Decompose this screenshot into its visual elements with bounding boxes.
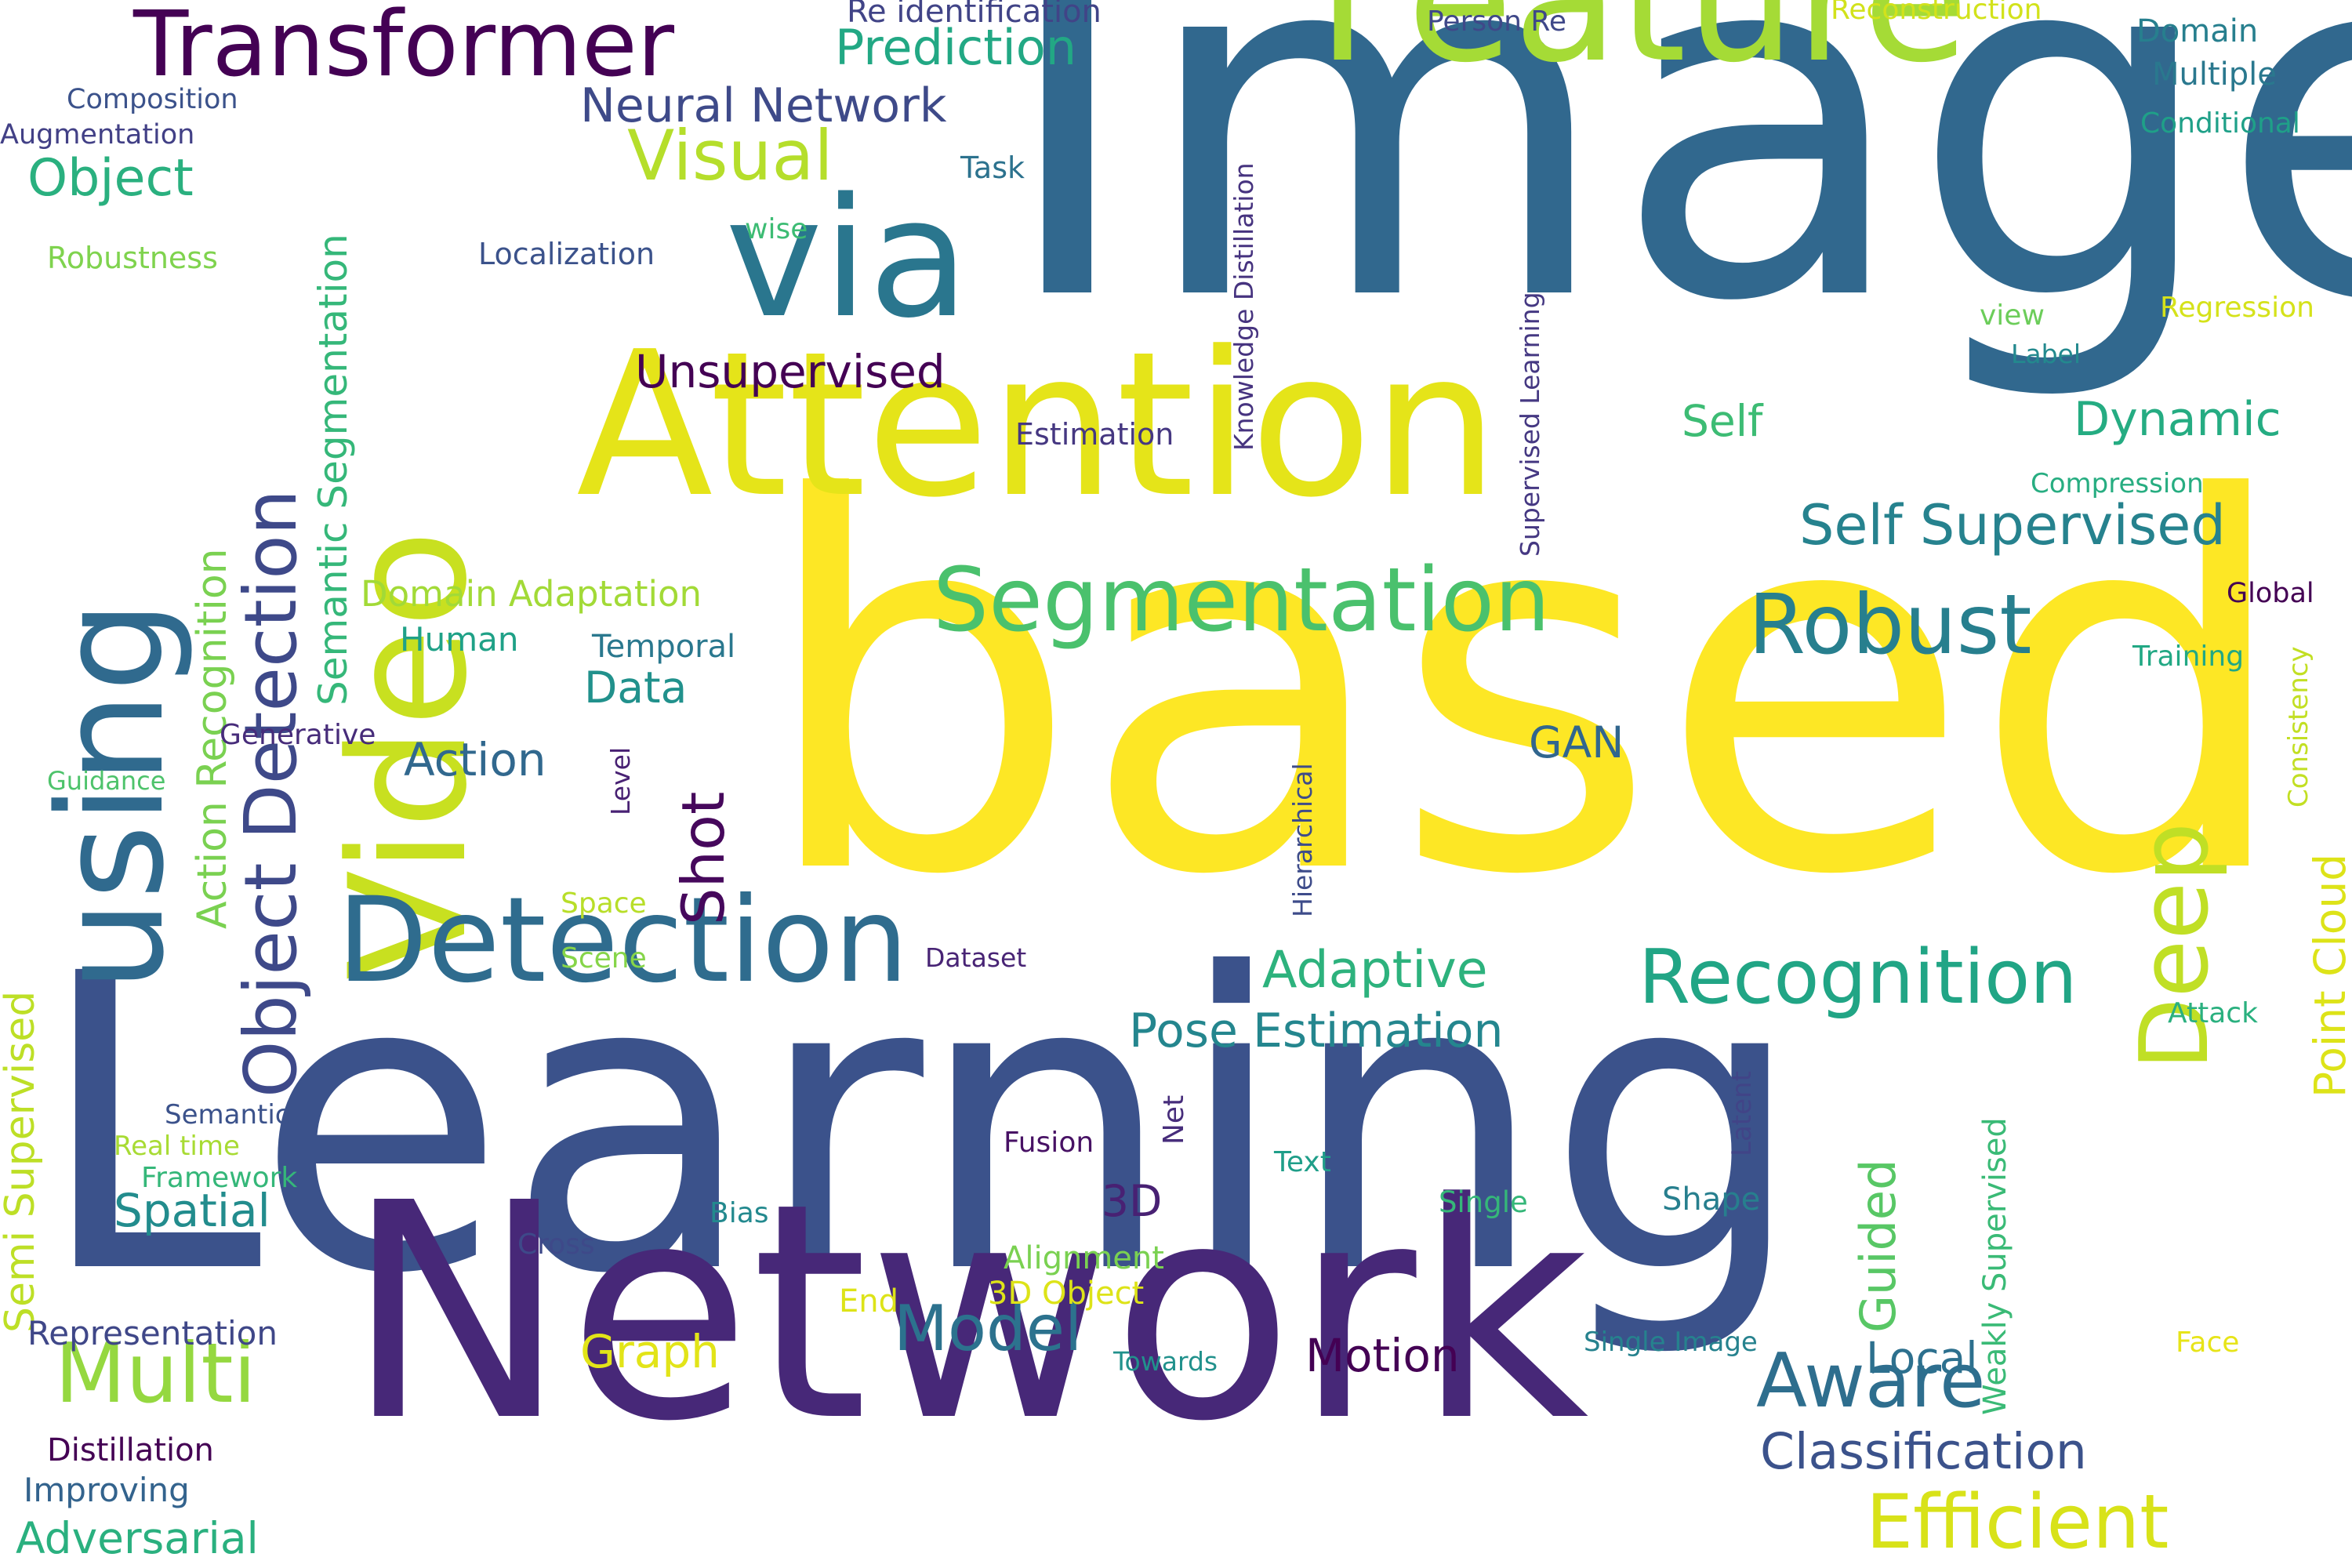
word-cross: Cross	[517, 1229, 595, 1261]
word-supervised-learning: Supervised Learning	[1515, 292, 1545, 557]
word-multiple: Multiple	[2152, 56, 2277, 93]
word-composition: Composition	[67, 84, 238, 115]
word-dataset: Dataset	[925, 942, 1027, 973]
word-compression: Compression	[2031, 468, 2204, 499]
word-via: via	[725, 162, 970, 354]
word-robustness: Robustness	[47, 241, 218, 275]
word-representation: Representation	[27, 1314, 278, 1352]
word-knowledge-distillation: Knowledge Distillation	[1229, 162, 1259, 451]
word-visual: Visual	[627, 115, 833, 196]
word-graph: Graph	[580, 1325, 720, 1378]
word-guidance: Guidance	[47, 766, 166, 796]
word-domain: Domain	[2136, 13, 2259, 49]
word-domain-adaptation: Domain Adaptation	[361, 573, 702, 615]
word-distillation: Distillation	[47, 1432, 214, 1468]
word-neural-network: Neural Network	[580, 78, 947, 133]
word-semi-supervised: Semi Supervised	[0, 990, 44, 1333]
word-pose-estimation: Pose Estimation	[1129, 1004, 1504, 1058]
word-end: End	[839, 1283, 899, 1319]
word-using: using	[27, 600, 196, 992]
word-conditional: Conditional	[2140, 107, 2300, 140]
word-semantic: Semantic	[165, 1099, 290, 1131]
word-space: Space	[561, 887, 647, 920]
word-attention: Attention	[576, 309, 1499, 542]
word-fusion: Fusion	[1004, 1127, 1094, 1159]
word-alignment: Alignment	[1004, 1240, 1164, 1276]
word-re-identification: Re identification	[847, 0, 1102, 30]
word-human: Human	[400, 620, 519, 659]
word-self: Self	[1682, 396, 1763, 446]
word-shape: Shape	[1662, 1181, 1761, 1218]
word-aware: Aware	[1756, 1338, 1986, 1425]
word-object: Object	[27, 149, 194, 208]
word-training: Training	[2132, 641, 2245, 673]
word-bias: Bias	[710, 1197, 769, 1229]
word-local: Local	[1866, 1333, 1978, 1383]
word-single-image: Single Image	[1584, 1327, 1758, 1358]
word-hierarchical: Hierarchical	[1287, 763, 1318, 917]
word-attack: Attack	[2168, 997, 2258, 1029]
word-single: Single	[1439, 1185, 1528, 1219]
word-segmentation: Segmentation	[933, 550, 1551, 652]
word-localization: Localization	[478, 237, 655, 271]
word-detection: Detection	[337, 873, 909, 1009]
word-reconstruction: Reconstruction	[1831, 0, 2042, 26]
word-efficient: Efficient	[1866, 1479, 2169, 1566]
word-robust: Robust	[1748, 577, 2032, 673]
word-gan: GAN	[1529, 717, 1624, 768]
word-data: Data	[584, 662, 688, 713]
word-3d: 3D	[1102, 1176, 1163, 1226]
word-framework: Framework	[141, 1162, 298, 1194]
word-shot: Shot	[669, 791, 738, 925]
word-generative: Generative	[220, 719, 376, 751]
word-scene: Scene	[561, 942, 647, 975]
word-based: based	[757, 394, 2296, 986]
word-text: Text	[1274, 1146, 1331, 1178]
word-guided: Guided	[1849, 1159, 1907, 1333]
word-consistency: Consistency	[2283, 646, 2314, 808]
word-multi: Multi	[55, 1326, 256, 1421]
word-unsupervised: Unsupervised	[635, 345, 946, 398]
word-prediction: Prediction	[835, 19, 1077, 76]
word-3d-object: 3D Object	[988, 1276, 1145, 1312]
word-wise: wise	[745, 213, 808, 245]
word-object-detection: Object Detection	[229, 489, 313, 1098]
word-adversarial: Adversarial	[16, 1513, 259, 1563]
word-dynamic: Dynamic	[2074, 392, 2281, 447]
word-model: Model	[894, 1292, 1083, 1365]
word-global: Global	[2227, 578, 2314, 609]
word-transformer: Transformer	[133, 0, 675, 97]
word-spatial: Spatial	[114, 1184, 270, 1237]
word-net: Net	[1158, 1094, 1190, 1145]
word-estimation: Estimation	[1015, 417, 1174, 452]
word-network: Network	[345, 1139, 1589, 1486]
word-classification: Classification	[1760, 1423, 2087, 1480]
word-deep: Deep	[2121, 822, 2230, 1070]
word-task: Task	[960, 151, 1025, 185]
word-temporal: Temporal	[592, 629, 736, 665]
word-semantic-segmentation: Semantic Segmentation	[310, 234, 356, 706]
word-point-cloud: Point Cloud	[2305, 853, 2352, 1098]
word-improving: Improving	[24, 1471, 190, 1509]
word-level: Level	[605, 746, 636, 815]
word-real-time: Real time	[114, 1131, 240, 1162]
word-self-supervised: Self Supervised	[1799, 493, 2226, 557]
word-view: view	[1980, 299, 2045, 332]
word-motion: Motion	[1305, 1329, 1460, 1382]
word-face: Face	[2176, 1327, 2240, 1359]
word-image: Image	[996, 0, 2352, 408]
word-feature: Feature	[1317, 0, 1969, 100]
word-label: Label	[2011, 339, 2082, 369]
word-person-re: Person Re	[1427, 5, 1566, 38]
word-augmentation: Augmentation	[0, 119, 195, 151]
word-learning: Learning	[35, 887, 1806, 1363]
word-towards: Towards	[1113, 1346, 1218, 1377]
word-action: Action	[404, 733, 546, 786]
word-recognition: Recognition	[1639, 935, 2078, 1021]
word-regression: Regression	[2160, 292, 2314, 324]
word-adaptive: Adaptive	[1262, 941, 1488, 1000]
word-latent: Latent	[1726, 1071, 1758, 1156]
word-weakly-supervised: Weakly Supervised	[1977, 1117, 2013, 1415]
